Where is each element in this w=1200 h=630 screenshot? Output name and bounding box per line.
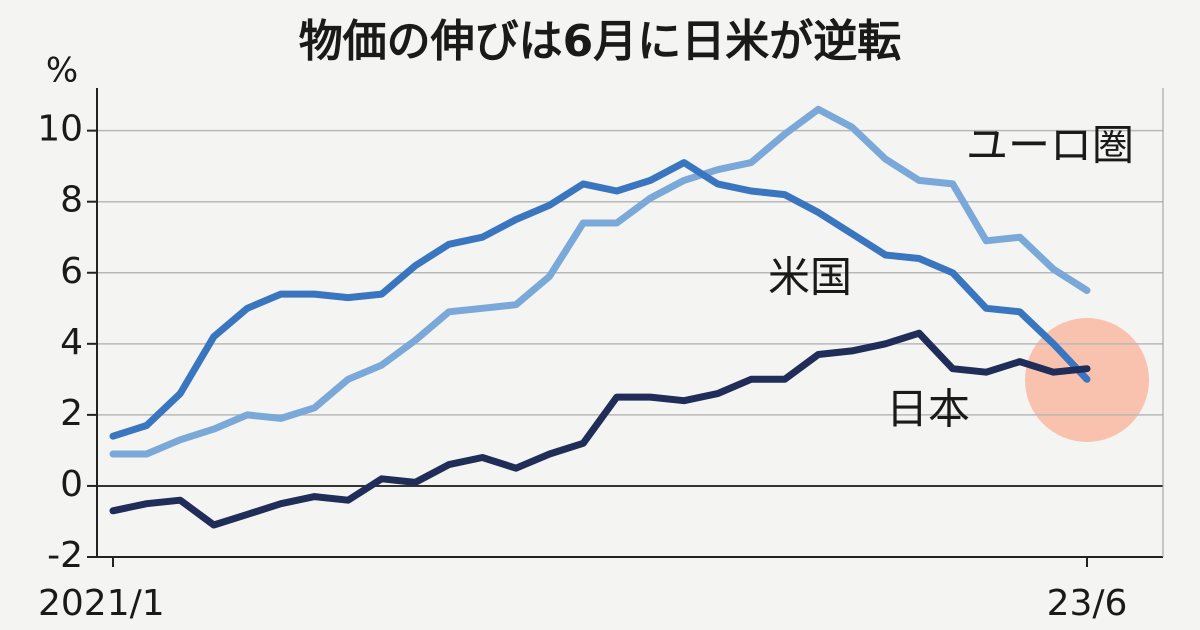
- x-tick-label: 2021/1: [38, 583, 165, 624]
- y-tick-label: -2: [47, 535, 83, 576]
- series-label: ユーロ圏: [966, 121, 1134, 170]
- x-tick-label: 23/6: [1047, 583, 1128, 624]
- series-line: [109, 159, 1091, 440]
- y-tick-label: 6: [60, 251, 83, 292]
- y-tick-label: 10: [37, 109, 83, 150]
- chart-title: 物価の伸びは6月に日米が逆転: [299, 16, 902, 67]
- y-tick-label: 2: [60, 393, 83, 434]
- y-tick-label: 4: [60, 322, 83, 363]
- y-tick-label: 0: [60, 464, 83, 505]
- series-line: [109, 105, 1091, 458]
- y-tick-label: 8: [60, 180, 83, 221]
- series-line: [109, 329, 1091, 529]
- series-label: 日本: [886, 385, 970, 434]
- series-label: 米国: [768, 253, 852, 302]
- y-axis-unit: %: [46, 51, 78, 91]
